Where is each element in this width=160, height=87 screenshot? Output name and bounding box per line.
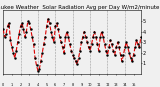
Text: 8: 8	[72, 83, 74, 87]
Text: 7: 7	[63, 83, 65, 87]
Text: 10: 10	[88, 83, 92, 87]
Text: 9: 9	[80, 83, 83, 87]
Text: 12: 12	[105, 83, 110, 87]
Text: 2: 2	[20, 83, 22, 87]
Text: 13: 13	[114, 83, 118, 87]
Text: 1: 1	[11, 83, 13, 87]
Text: 14: 14	[123, 83, 127, 87]
Text: 11: 11	[96, 83, 101, 87]
Text: 5: 5	[46, 83, 48, 87]
Title: Milwaukee Weather  Solar Radiation Avg per Day W/m2/minute: Milwaukee Weather Solar Radiation Avg pe…	[0, 5, 159, 10]
Text: 4: 4	[37, 83, 39, 87]
Text: 15: 15	[131, 83, 136, 87]
Text: 6: 6	[54, 83, 56, 87]
Text: 0: 0	[2, 83, 4, 87]
Text: 3: 3	[28, 83, 30, 87]
